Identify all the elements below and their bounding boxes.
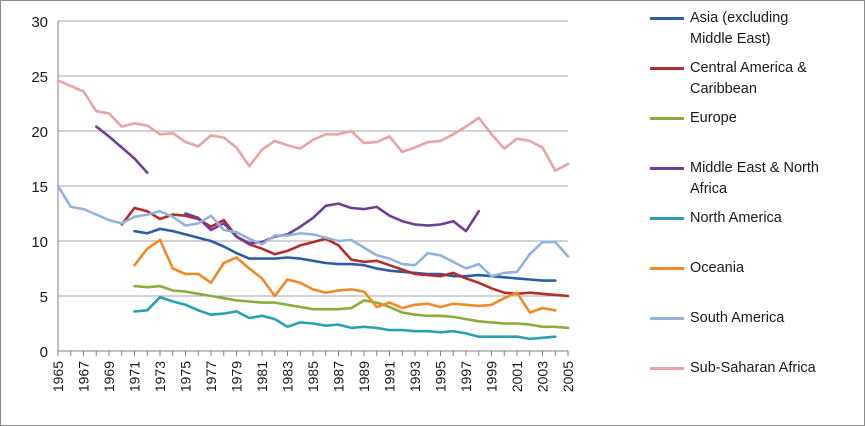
- y-tick-label-0: 0: [40, 344, 48, 361]
- x-tick-label-2001: 2001: [509, 361, 525, 392]
- legend-swatch-4: [650, 217, 684, 220]
- legend-swatch-2: [650, 117, 684, 120]
- legend-label-2: Europe: [690, 110, 737, 126]
- legend-swatch-3: [650, 167, 684, 170]
- x-tick-label-1969: 1969: [101, 361, 117, 392]
- x-tick-label-1967: 1967: [76, 361, 92, 392]
- series-line-5-seg-0: [133, 238, 557, 314]
- series-line-6-seg-0: [56, 184, 570, 278]
- legend-swatch-6: [650, 317, 684, 320]
- series-line-3-seg-0: [95, 125, 149, 175]
- y-tick-label-20: 20: [31, 124, 48, 141]
- x-tick-label-1965: 1965: [50, 361, 66, 392]
- legend-label-7: Sub-Saharan Africa: [690, 360, 816, 376]
- series-line-3-seg-1: [184, 202, 481, 245]
- legend-label-6: South America: [690, 310, 785, 326]
- x-tick-label-1983: 1983: [280, 361, 296, 392]
- x-tick-label-1971: 1971: [127, 361, 143, 392]
- series-line-4-seg-0: [133, 295, 557, 341]
- y-tick-label-5: 5: [40, 289, 48, 306]
- x-tick-label-1979: 1979: [229, 361, 245, 392]
- x-tick-label-1995: 1995: [433, 361, 449, 392]
- series-line-7-seg-0: [56, 79, 570, 172]
- series-line-0-seg-0: [133, 227, 557, 282]
- x-tick-label-1997: 1997: [458, 361, 474, 392]
- y-tick-label-10: 10: [31, 234, 48, 251]
- x-tick-label-1975: 1975: [178, 361, 194, 392]
- legend-label-0: Asia (excluding Middle East): [690, 10, 789, 47]
- x-tick-label-1991: 1991: [382, 361, 398, 392]
- x-tick-label-1973: 1973: [152, 361, 168, 392]
- x-tick-label-1987: 1987: [331, 361, 347, 392]
- x-tick-label-1981: 1981: [254, 361, 270, 392]
- legend-swatch-5: [650, 267, 684, 270]
- y-tick-label-30: 30: [31, 14, 48, 31]
- legend-label-1: Central America & Caribbean: [690, 60, 807, 97]
- legend-label-3: Middle East & North Africa: [690, 160, 819, 197]
- x-tick-label-2005: 2005: [560, 361, 576, 392]
- x-tick-label-1977: 1977: [203, 361, 219, 392]
- series-line-1-seg-0: [120, 206, 570, 298]
- legend-swatch-7: [650, 367, 684, 370]
- legend-label-5: Oceania: [690, 260, 745, 276]
- x-tick-label-1985: 1985: [305, 361, 321, 392]
- legend-swatch-0: [650, 17, 684, 20]
- y-tick-label-25: 25: [31, 69, 48, 86]
- series-line-2-seg-0: [133, 284, 570, 330]
- legend-label-4: North America: [690, 210, 782, 226]
- x-tick-label-1999: 1999: [484, 361, 500, 392]
- x-tick-label-1989: 1989: [356, 361, 372, 392]
- y-tick-label-15: 15: [31, 179, 48, 196]
- legend-swatch-1: [650, 67, 684, 70]
- x-tick-label-2003: 2003: [535, 361, 551, 392]
- x-tick-label-1993: 1993: [407, 361, 423, 392]
